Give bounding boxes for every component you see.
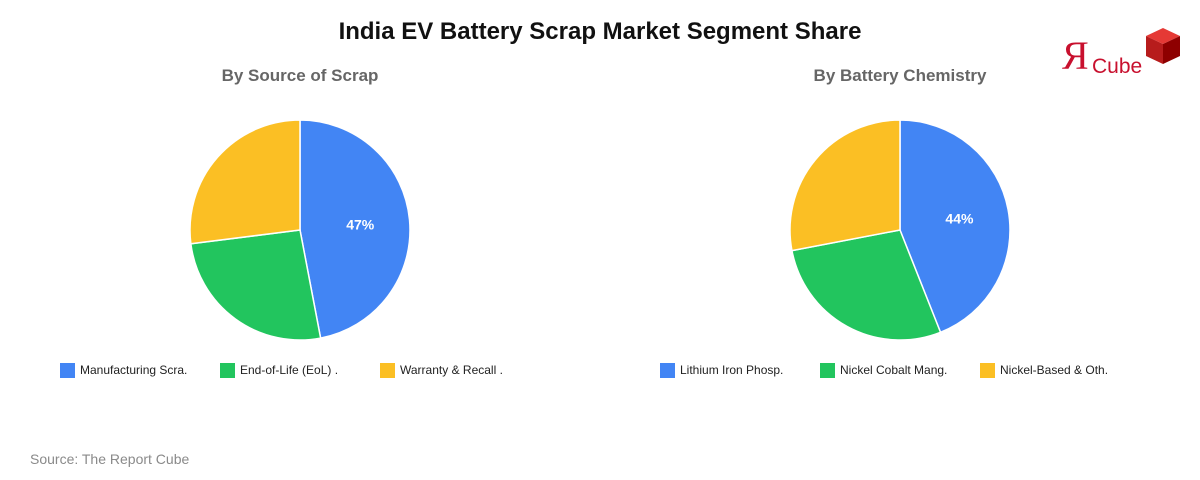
chart-2-title: By Battery Chemistry [813, 66, 987, 85]
slice-data-label: 44% [945, 211, 974, 227]
legend-swatch [380, 362, 395, 378]
legend-item[interactable]: Nickel Cobalt Mang. [820, 362, 948, 378]
legend-item[interactable]: Nickel-Based & Oth. [980, 362, 1109, 378]
pie-slice[interactable] [789, 119, 901, 252]
logo-text: Cube [1092, 55, 1143, 78]
battery-chemistry-pie: 44% [789, 119, 1011, 341]
legend-label: Nickel-Based & Oth. [1000, 363, 1109, 377]
legend-swatch [660, 362, 675, 378]
logo-mark: Я [1062, 33, 1089, 78]
legend-item[interactable]: End-of-Life (EoL) . [220, 362, 339, 378]
legend-label: Lithium Iron Phosp. [680, 363, 784, 377]
legend-item[interactable]: Warranty & Recall . [380, 362, 503, 378]
source-note: Source: The Report Cube [30, 451, 190, 467]
legend-swatch [980, 362, 995, 378]
pie-slice[interactable] [190, 229, 322, 341]
pie-slice[interactable] [189, 119, 301, 245]
legend-item[interactable]: Manufacturing Scra. [60, 362, 188, 378]
legend-label: End-of-Life (EoL) . [240, 363, 339, 377]
source-of-scrap-pie: 47% [189, 119, 411, 341]
pie-slice[interactable] [899, 119, 1011, 334]
legend-swatch [220, 362, 235, 378]
cube-logo-icon [1146, 28, 1180, 64]
slice-data-label: 47% [346, 216, 375, 232]
report-cube-logo: Я Cube [1060, 24, 1185, 84]
legend-item[interactable]: Lithium Iron Phosp. [660, 362, 784, 378]
legend-swatch [60, 362, 75, 378]
pie-slice[interactable] [299, 119, 411, 339]
legend-label: Manufacturing Scra. [80, 363, 188, 377]
legend-swatch [820, 362, 835, 378]
chart-main-title: India EV Battery Scrap Market Segment Sh… [338, 18, 862, 45]
legend-label: Nickel Cobalt Mang. [840, 363, 948, 377]
chart-1-title: By Source of Scrap [221, 66, 379, 85]
legend-label: Warranty & Recall . [400, 363, 503, 377]
pie-slice[interactable] [791, 229, 942, 341]
